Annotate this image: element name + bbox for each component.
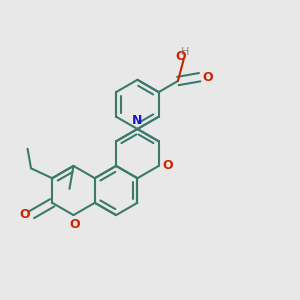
- Text: O: O: [19, 208, 30, 221]
- Text: H: H: [181, 47, 189, 57]
- Text: O: O: [203, 71, 213, 84]
- Text: O: O: [162, 159, 173, 172]
- Text: O: O: [175, 50, 186, 62]
- Text: N: N: [132, 113, 142, 127]
- Text: O: O: [70, 218, 80, 231]
